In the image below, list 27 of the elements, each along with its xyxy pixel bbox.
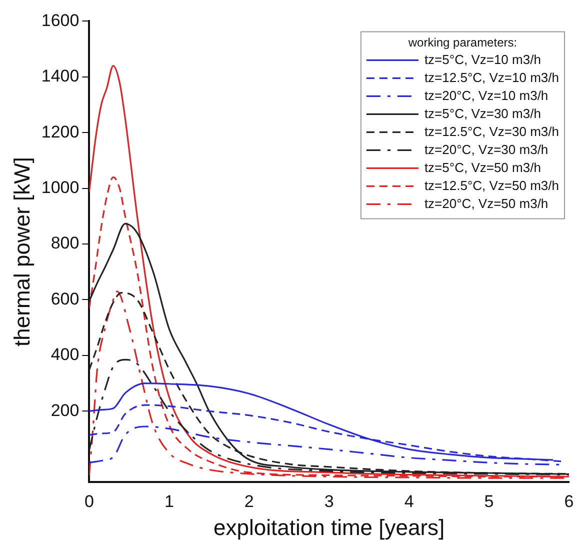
y-tick-label: 1400 xyxy=(41,66,80,86)
legend-label: tz=12.5°C, Vz=10 m3/h xyxy=(424,70,560,85)
y-axis-title: thermal power [kW] xyxy=(9,156,34,346)
x-tick-label: 2 xyxy=(244,492,254,512)
legend-label: tz=5°C, Vz=10 m3/h xyxy=(424,52,541,67)
y-tick-label: 800 xyxy=(50,234,80,253)
legend-label: tz=20°C, Vz=30 m3/h xyxy=(424,142,548,157)
x-tick-label: 4 xyxy=(404,492,414,512)
y-tick-label: 1600 xyxy=(41,10,80,30)
x-tick-label: 0 xyxy=(84,492,94,512)
x-tick-label: 5 xyxy=(484,492,494,512)
x-tick-label: 3 xyxy=(324,492,334,512)
legend-title: working parameters: xyxy=(407,36,518,50)
legend-label: tz=20°C, Vz=10 m3/h xyxy=(424,88,548,103)
y-tick-label: 200 xyxy=(50,400,80,420)
legend-label: tz=12.5°C, Vz=50 m3/h xyxy=(424,178,560,193)
x-axis-title: exploitation time [years] xyxy=(214,514,445,540)
x-tick-label: 6 xyxy=(564,492,574,512)
y-tick-label: 1200 xyxy=(41,122,80,142)
legend-label: tz=20°C, Vz=50 m3/h xyxy=(424,196,548,211)
x-tick-label: 1 xyxy=(164,492,174,512)
y-tick-label: 1000 xyxy=(41,178,80,198)
legend-label: tz=12.5°C, Vz=30 m3/h xyxy=(424,124,560,139)
y-tick-label: 600 xyxy=(50,289,80,308)
y-tick-label: 400 xyxy=(50,345,80,364)
legend-label: tz=5°C, Vz=30 m3/h xyxy=(424,106,541,121)
legend-label: tz=5°C, Vz=50 m3/h xyxy=(424,160,541,175)
